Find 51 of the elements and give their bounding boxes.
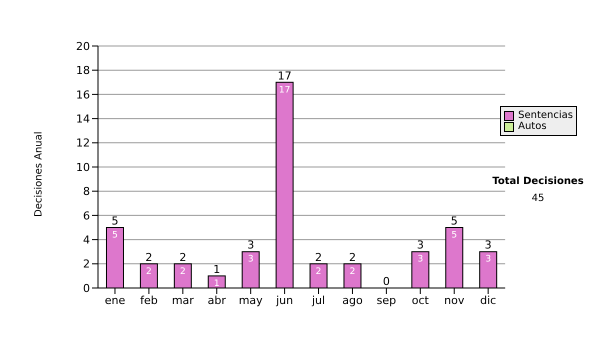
x-tick-label: nov bbox=[444, 294, 465, 307]
total-label: 2 bbox=[315, 250, 322, 264]
data-label: 5 bbox=[112, 230, 118, 240]
total-label: 3 bbox=[416, 238, 424, 252]
data-label: 3 bbox=[485, 254, 492, 265]
x-tick-label: ene bbox=[104, 294, 126, 307]
data-label: 5 bbox=[451, 230, 458, 240]
total-label: 5 bbox=[111, 214, 118, 228]
y-tick-label: 12 bbox=[76, 136, 90, 150]
total-label: 17 bbox=[278, 69, 292, 82]
y-tick-label: 10 bbox=[76, 160, 90, 174]
x-tick-label: sep bbox=[376, 294, 396, 307]
data-label: 2 bbox=[350, 266, 356, 277]
total-label: 1 bbox=[213, 262, 220, 276]
text: 45 bbox=[530, 193, 546, 204]
x-tick-label: mar bbox=[172, 294, 194, 307]
data-label: 3 bbox=[248, 254, 254, 265]
y-tick-label: 14 bbox=[76, 112, 90, 126]
x-tick-label: may bbox=[238, 294, 264, 307]
total-label: 0 bbox=[382, 275, 390, 288]
x-tick-label: dic bbox=[480, 294, 496, 307]
x-tick-label: ago bbox=[342, 294, 363, 307]
x-tick-label: feb bbox=[140, 294, 158, 307]
x-tick-label: abr bbox=[208, 294, 226, 307]
data-label: 2 bbox=[146, 266, 152, 277]
x-tick-label: oct bbox=[412, 294, 430, 307]
total-label: 3 bbox=[247, 238, 254, 252]
annotation: Total Decisiones bbox=[491, 176, 585, 187]
legend-label: Autos bbox=[518, 121, 547, 132]
data-label: 17 bbox=[278, 85, 290, 96]
y-tick-label: 6 bbox=[83, 209, 90, 222]
total-label: 5 bbox=[450, 214, 458, 228]
data-label: 3 bbox=[417, 254, 424, 265]
y-tick-label: 16 bbox=[76, 88, 90, 102]
total-label: 3 bbox=[484, 238, 492, 252]
x-tick-label: jul bbox=[310, 294, 326, 307]
y-tick-label: 20 bbox=[76, 40, 90, 53]
y-tick-label: 4 bbox=[83, 234, 90, 247]
data-label: 1 bbox=[214, 278, 220, 289]
total-label: 2 bbox=[145, 250, 152, 264]
total-label: 2 bbox=[348, 250, 356, 264]
data-label: 2 bbox=[180, 266, 186, 277]
y-axis-title: Decisiones Anual bbox=[34, 131, 45, 217]
y-tick-label: 8 bbox=[83, 185, 90, 198]
total-label: 2 bbox=[179, 250, 186, 264]
data-label: 2 bbox=[316, 266, 322, 277]
y-tick-label: 18 bbox=[76, 64, 90, 78]
x-tick-label: jun bbox=[275, 294, 294, 307]
legend-label: Sentencias bbox=[518, 110, 573, 121]
y-tick-label: 2 bbox=[83, 258, 90, 271]
y-tick-label: 0 bbox=[83, 282, 90, 295]
